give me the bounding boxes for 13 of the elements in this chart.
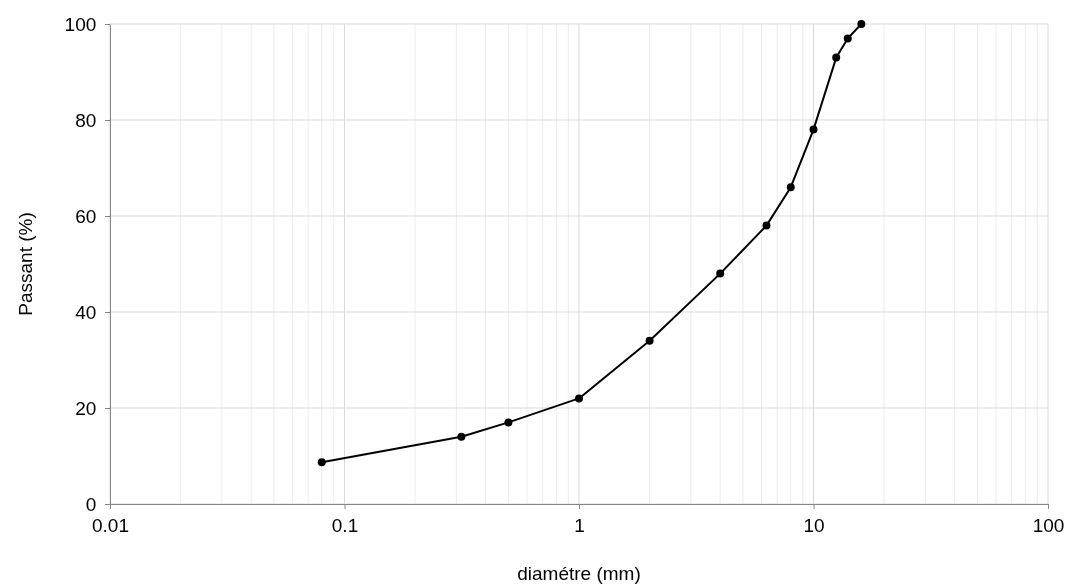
y-tick-label: 80 — [75, 109, 97, 131]
x-tick-label: 0.01 — [92, 514, 129, 536]
y-tick-label: 40 — [75, 301, 97, 323]
y-axis-title: Passant (%) — [15, 212, 36, 316]
x-tick-label: 10 — [803, 514, 825, 536]
y-tick-label: 0 — [85, 493, 97, 515]
x-tick-label: 1 — [574, 514, 585, 536]
y-tick-label: 100 — [64, 13, 97, 35]
x-tick-label: 100 — [1032, 514, 1065, 536]
y-tick-label: 60 — [75, 205, 97, 227]
x-axis-title: diamétre (mm) — [517, 563, 641, 584]
x-tick-label: 0.1 — [331, 514, 359, 536]
y-tick-label: 20 — [75, 397, 97, 419]
